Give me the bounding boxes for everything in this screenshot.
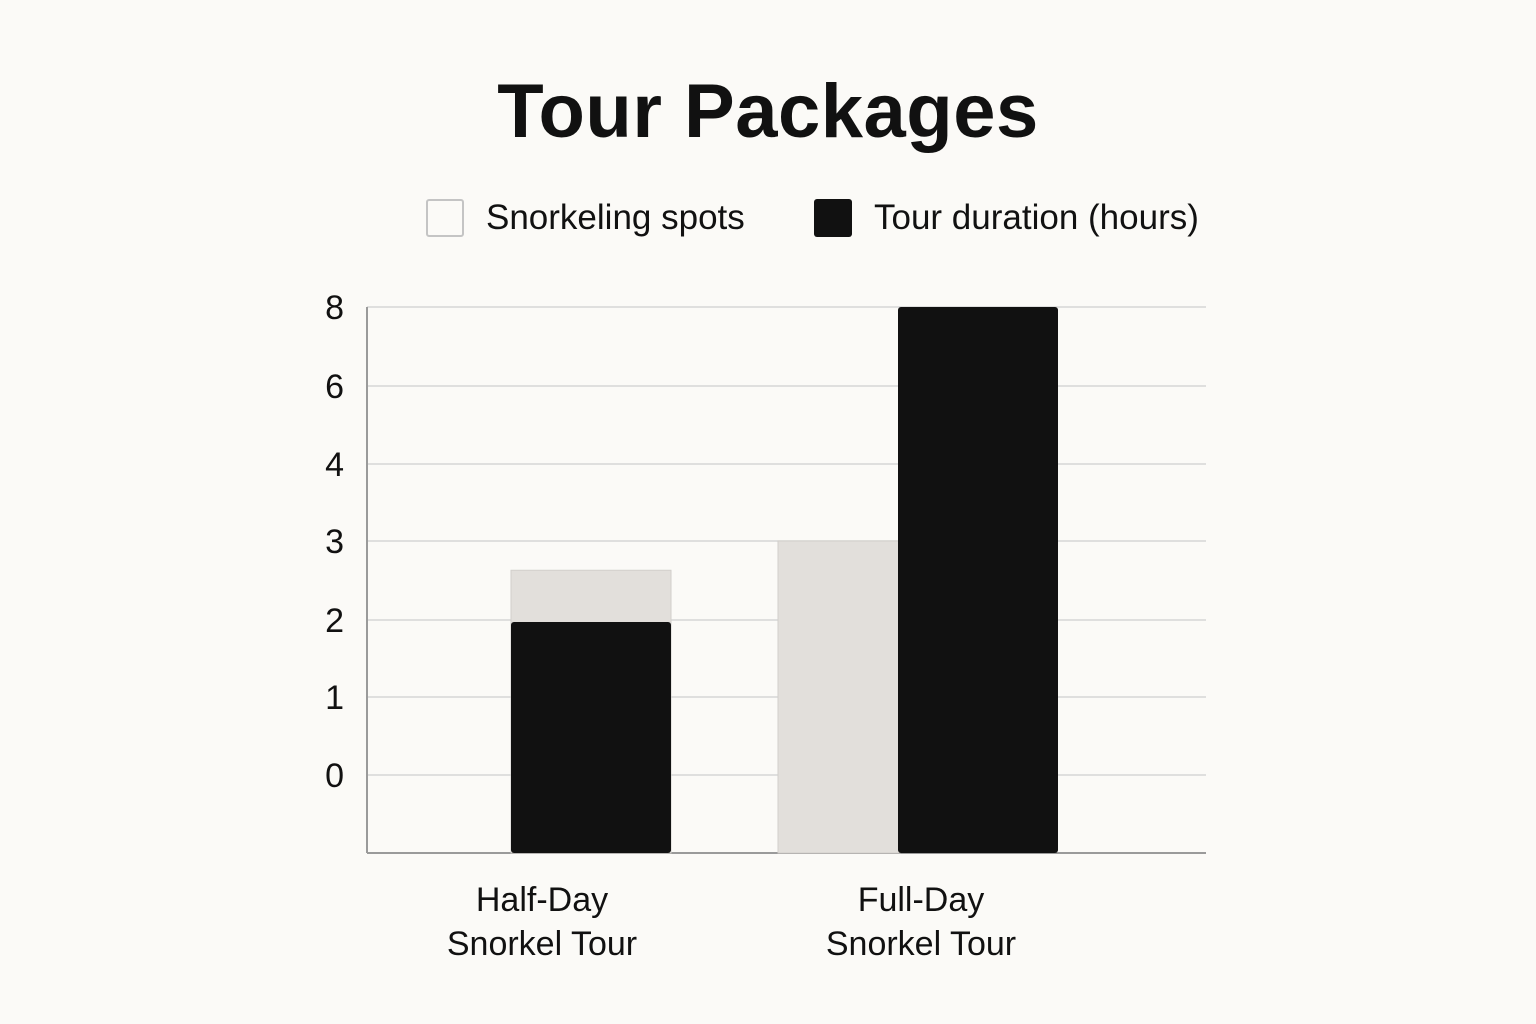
legend-swatch-light (426, 199, 464, 237)
legend-item-tour-duration: Tour duration (hours) (814, 196, 1199, 240)
bar-tour-duration-full-day (898, 307, 1058, 853)
y-tick-label: 1 (325, 679, 344, 717)
y-tick-label: 0 (325, 757, 344, 795)
y-tick-label: 3 (325, 523, 344, 561)
legend: Snorkeling spots Tour duration (hours) (0, 196, 1536, 240)
legend-label-snorkeling-spots: Snorkeling spots (486, 198, 745, 237)
bar-snorkeling-spots-full-day (777, 540, 901, 854)
y-tick-label: 4 (325, 446, 344, 484)
x-tick-label: Snorkel Tour (447, 925, 637, 963)
chart-title: Tour Packages (497, 69, 1039, 154)
y-tick-label: 8 (325, 289, 344, 327)
bar-tour-duration-half-day (511, 622, 671, 853)
x-tick-label: Snorkel Tour (826, 925, 1016, 963)
x-tick-label: Full-Day (858, 881, 985, 919)
legend-swatch-dark (814, 199, 852, 237)
y-tick-label: 2 (325, 602, 344, 640)
y-tick-label: 6 (325, 368, 344, 406)
legend-label-tour-duration: Tour duration (hours) (874, 198, 1199, 237)
legend-item-snorkeling-spots: Snorkeling spots (426, 196, 745, 240)
x-tick-label: Half-Day (476, 881, 608, 919)
